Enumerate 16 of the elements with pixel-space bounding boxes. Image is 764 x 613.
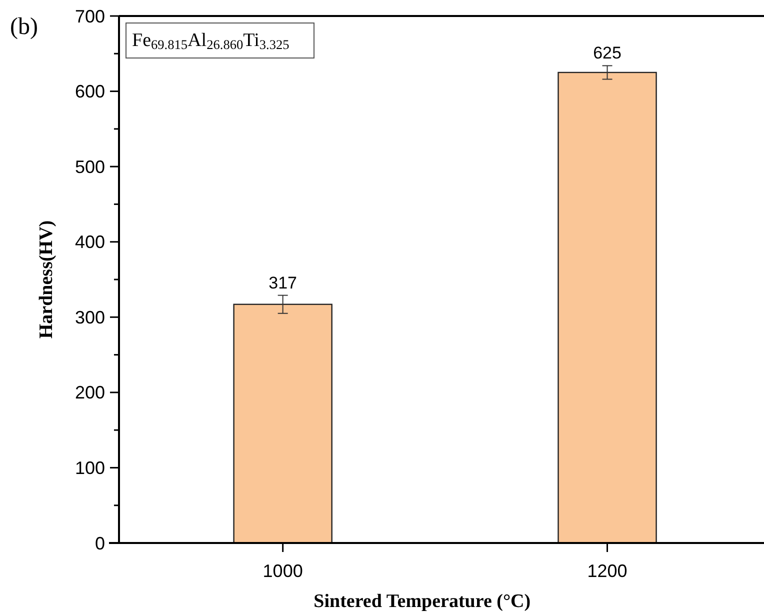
x-axis-title: Sintered Temperature (°C) — [314, 591, 531, 612]
y-tick-label: 400 — [74, 232, 105, 252]
data-label: 317 — [268, 273, 298, 292]
y-tick-label: 0 — [94, 533, 105, 554]
y-axis-title: Hardness(HV) — [36, 220, 57, 339]
x-tick-label: 1000 — [262, 561, 303, 581]
y-tick-label: 300 — [74, 307, 105, 328]
data-label: 625 — [593, 44, 622, 63]
y-tick-label: 700 — [74, 6, 105, 26]
text: (b) — [10, 14, 38, 40]
y-tick-label: 200 — [74, 382, 105, 403]
y-tick-label: 100 — [74, 458, 105, 478]
annotation: Fe$_{69.815}$Al$_{26.860}$Ti$_{3.325}$ — [132, 30, 290, 52]
y-tick-label: 600 — [74, 82, 105, 102]
y-tick-label: 500 — [74, 156, 105, 177]
x-tick-label: 1200 — [587, 561, 628, 581]
